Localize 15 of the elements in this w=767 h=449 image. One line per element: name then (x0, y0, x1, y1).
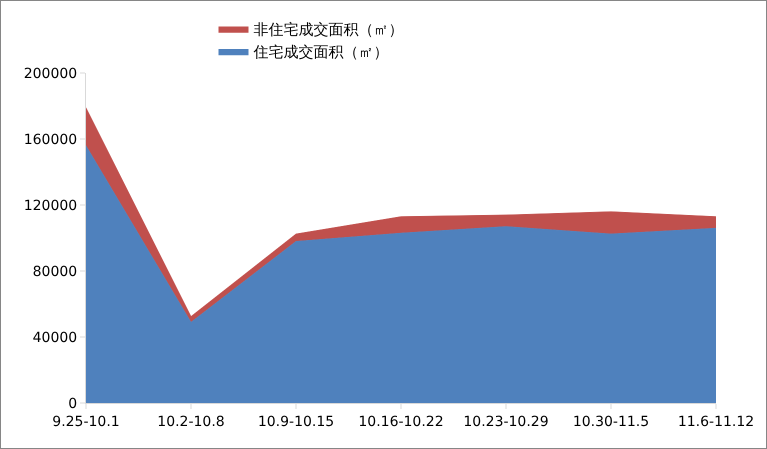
x-tick-label: 11.6-11.12 (678, 414, 754, 430)
x-tick-label: 9.25-10.1 (52, 414, 120, 430)
x-tick-label: 10.30-11.5 (572, 414, 650, 430)
x-tick-label: 10.23-10.29 (463, 414, 549, 430)
x-tick-label: 10.9-10.15 (258, 414, 334, 430)
y-tick-label: 120000 (24, 198, 78, 214)
legend-label: 非住宅成交面积（㎡） (254, 20, 404, 39)
y-tick-label: 160000 (24, 132, 78, 148)
legend-label: 住宅成交面积（㎡） (252, 43, 388, 62)
y-tick-label: 40000 (32, 330, 78, 346)
y-tick-label: 200000 (24, 66, 78, 82)
y-tick-label: 0 (68, 396, 78, 412)
x-tick-label: 10.2-10.8 (157, 414, 225, 430)
y-tick-label: 80000 (32, 264, 78, 280)
x-tick-label: 10.16-10.22 (358, 414, 444, 430)
